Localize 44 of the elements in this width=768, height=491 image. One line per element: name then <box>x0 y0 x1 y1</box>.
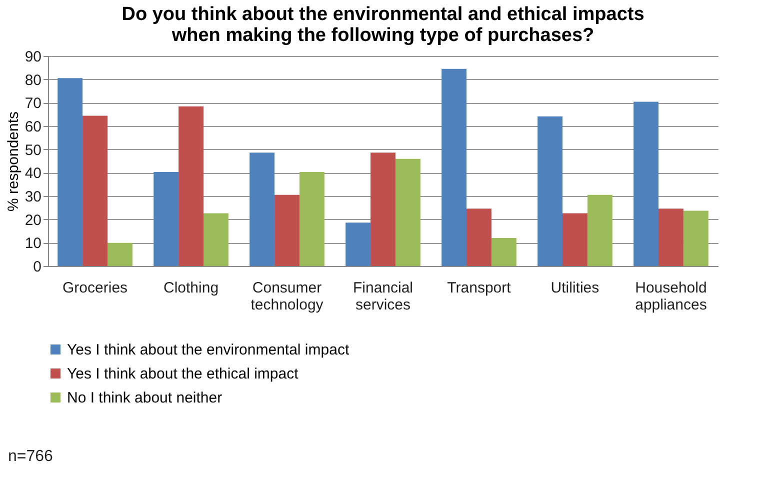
x-tick-label: Clothing <box>164 280 219 296</box>
y-tick-label: 60 <box>24 118 42 136</box>
chart-title: Do you think about the environmental and ethical impacts when making the following type of purchases? <box>122 4 644 46</box>
bar <box>58 78 83 266</box>
x-tick-label: Transport <box>447 280 512 296</box>
y-tick-label: 0 <box>33 258 42 276</box>
bar <box>562 213 588 266</box>
y-tick-label: 80 <box>24 72 42 89</box>
bar <box>204 213 228 266</box>
legend-label: No I think about neither <box>67 390 222 406</box>
text: n=766 <box>8 448 54 465</box>
y-tick-label: 10 <box>24 235 42 252</box>
x-tick-label: Consumer technology <box>250 280 324 314</box>
legend-label: Yes I think about the environmental impact <box>67 342 350 358</box>
x-tick-label: Financial services <box>352 280 414 314</box>
bar <box>658 208 684 266</box>
bar <box>395 158 420 266</box>
y-tick-label: 20 <box>24 212 42 229</box>
legend-label: Yes I think about the ethical impact <box>67 366 300 382</box>
y-tick-label: 40 <box>24 165 42 182</box>
bar <box>466 208 492 266</box>
bar <box>538 116 562 266</box>
bar <box>250 152 275 266</box>
bar <box>154 172 179 266</box>
bar <box>442 68 467 266</box>
x-tick-label: Groceries <box>62 280 128 296</box>
bar <box>370 152 396 266</box>
y-axis-title: % respondents <box>4 111 22 212</box>
x-tick-label: Household appliances <box>635 280 707 314</box>
bar <box>299 172 324 266</box>
y-tick-label: 30 <box>24 188 42 206</box>
bar <box>683 210 708 266</box>
bar <box>82 116 108 266</box>
bar <box>634 102 658 266</box>
y-tick-label: 90 <box>24 48 42 66</box>
y-tick-label: 50 <box>24 142 42 159</box>
bar <box>108 242 132 266</box>
bar <box>346 222 371 266</box>
bar <box>587 194 612 266</box>
bar <box>491 238 516 266</box>
bar <box>178 106 204 266</box>
y-tick-label: 70 <box>24 95 42 112</box>
bar <box>274 194 300 266</box>
x-tick-label: Utilities <box>550 280 600 296</box>
